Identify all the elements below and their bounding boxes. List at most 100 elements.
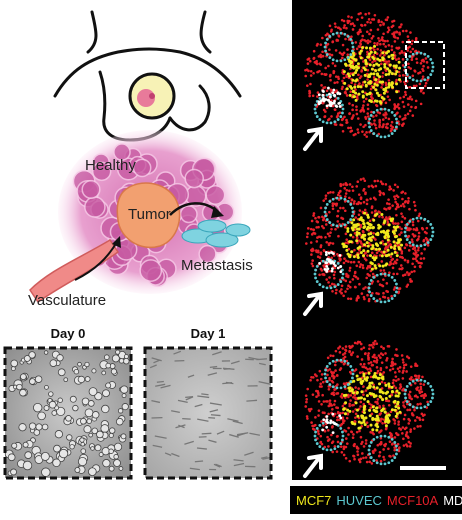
dot bbox=[373, 264, 377, 268]
dot bbox=[333, 447, 337, 451]
dot bbox=[334, 369, 337, 372]
cell bbox=[184, 168, 205, 189]
cell bbox=[207, 372, 218, 376]
dot bbox=[306, 84, 309, 87]
dot bbox=[343, 355, 347, 359]
dot bbox=[330, 282, 334, 286]
dot bbox=[321, 428, 325, 432]
cell bbox=[28, 351, 36, 359]
dot bbox=[365, 421, 369, 424]
dot bbox=[366, 78, 369, 81]
dot bbox=[413, 269, 416, 273]
dot bbox=[400, 220, 404, 224]
dot bbox=[343, 24, 346, 27]
dot bbox=[393, 436, 397, 439]
cell bbox=[105, 382, 112, 389]
dot bbox=[372, 408, 376, 412]
dot bbox=[381, 421, 384, 425]
cell bbox=[80, 448, 87, 454]
dot bbox=[367, 352, 370, 355]
dot bbox=[356, 355, 359, 358]
dot bbox=[389, 124, 393, 127]
dot bbox=[387, 384, 391, 388]
dot bbox=[334, 90, 338, 94]
dot bbox=[309, 74, 313, 77]
dot bbox=[419, 216, 423, 220]
dot bbox=[344, 393, 348, 397]
dot bbox=[431, 388, 434, 392]
dot bbox=[366, 221, 370, 225]
label: Metastasis bbox=[181, 257, 253, 274]
dot bbox=[342, 419, 345, 423]
dot bbox=[370, 184, 374, 188]
dot bbox=[395, 213, 398, 217]
dot bbox=[390, 438, 394, 441]
dot bbox=[361, 254, 365, 258]
dot bbox=[377, 93, 381, 97]
dot bbox=[401, 377, 405, 380]
dot bbox=[336, 445, 340, 448]
dot bbox=[315, 374, 318, 378]
dot bbox=[365, 227, 369, 231]
dot bbox=[344, 37, 347, 41]
dot bbox=[423, 243, 427, 247]
dot bbox=[358, 245, 362, 249]
dot bbox=[392, 272, 395, 276]
dot bbox=[344, 192, 348, 195]
dot bbox=[345, 274, 348, 278]
dot bbox=[333, 445, 337, 448]
dot bbox=[415, 388, 419, 391]
dot bbox=[429, 400, 433, 403]
dot bbox=[364, 192, 367, 196]
dot bbox=[404, 388, 407, 392]
dot bbox=[336, 411, 340, 415]
dot bbox=[353, 83, 357, 86]
dot bbox=[387, 299, 391, 303]
dot bbox=[362, 200, 366, 204]
dot bbox=[388, 207, 391, 211]
dot bbox=[361, 440, 364, 444]
dot bbox=[364, 389, 368, 392]
dot bbox=[395, 90, 399, 94]
dot bbox=[355, 239, 359, 243]
dot bbox=[324, 197, 328, 200]
dot bbox=[349, 297, 353, 301]
dot bbox=[368, 219, 372, 223]
dot bbox=[411, 217, 415, 221]
dot bbox=[408, 408, 412, 412]
dot bbox=[338, 290, 342, 293]
dot bbox=[320, 72, 324, 76]
dot bbox=[388, 440, 392, 444]
dot bbox=[377, 454, 381, 458]
dot bbox=[337, 347, 340, 350]
dot bbox=[372, 76, 376, 79]
dot bbox=[325, 53, 329, 56]
cell bbox=[57, 368, 66, 377]
dot bbox=[351, 78, 355, 82]
dot bbox=[345, 238, 349, 241]
dot bbox=[365, 92, 369, 96]
dot bbox=[314, 438, 317, 442]
dot bbox=[423, 84, 427, 88]
dot bbox=[341, 272, 345, 276]
dot bbox=[359, 85, 363, 89]
dot bbox=[353, 248, 356, 252]
dot bbox=[356, 253, 360, 257]
dot bbox=[387, 235, 391, 239]
dot bbox=[330, 227, 333, 231]
dot bbox=[392, 418, 395, 421]
dot bbox=[380, 62, 383, 66]
dot bbox=[395, 254, 399, 258]
dot bbox=[407, 62, 410, 66]
dot bbox=[331, 61, 335, 65]
dot bbox=[343, 81, 347, 85]
cell bbox=[208, 439, 217, 443]
dot bbox=[341, 434, 345, 438]
dot bbox=[380, 417, 383, 421]
dot bbox=[309, 378, 312, 382]
dot bbox=[374, 184, 378, 188]
dot bbox=[328, 276, 331, 279]
dot bbox=[409, 280, 412, 283]
dot bbox=[358, 265, 362, 269]
